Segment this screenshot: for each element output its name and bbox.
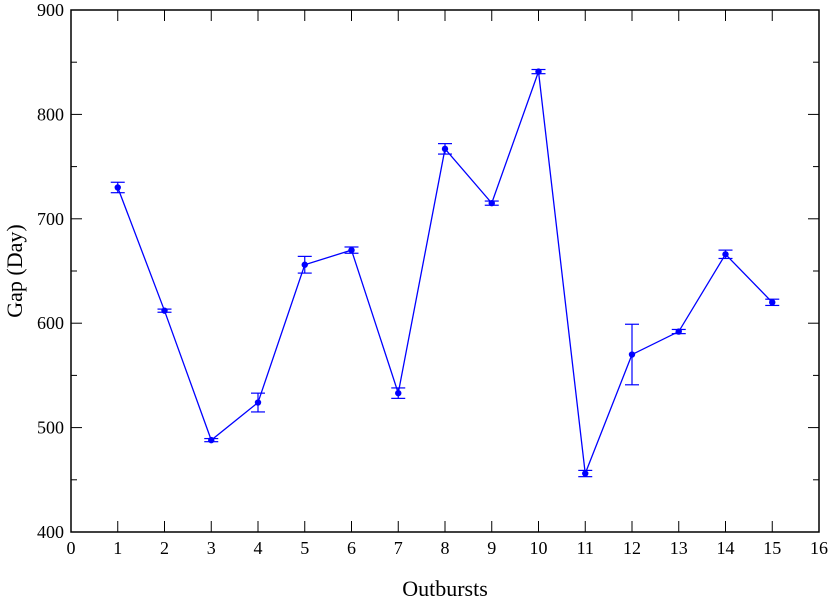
x-tick-label: 10 [530, 538, 548, 558]
y-tick-label: 500 [37, 418, 64, 438]
x-tick-label: 2 [160, 538, 169, 558]
x-tick-label: 13 [670, 538, 688, 558]
data-point [441, 145, 449, 153]
data-point [301, 261, 308, 268]
plot-data [110, 68, 780, 478]
x-tick-label: 3 [207, 538, 216, 558]
data-point [348, 246, 355, 254]
x-tick-label: 7 [394, 538, 403, 558]
data-point [208, 436, 215, 444]
data-point [535, 68, 542, 75]
data-point [488, 199, 495, 207]
series-line [117, 71, 773, 474]
x-tick-label: 4 [254, 538, 263, 558]
y-tick-label: 900 [37, 0, 64, 20]
x-tick-label: 9 [487, 538, 496, 558]
data-point [161, 307, 168, 314]
y-axis-title: Gap (Day) [2, 224, 27, 317]
x-tick-label: 6 [347, 538, 356, 558]
x-tick-label: 1 [113, 538, 122, 558]
x-tick-label: 14 [717, 538, 735, 558]
data-point [769, 299, 776, 306]
data-point [722, 251, 729, 258]
axis-ticks [70, 9, 820, 533]
data-point [628, 351, 636, 358]
x-axis-title: Outbursts [402, 576, 488, 601]
x-tick-label: 0 [67, 538, 76, 558]
x-tick-label: 8 [441, 538, 450, 558]
y-tick-label: 400 [37, 522, 64, 542]
data-point [395, 389, 402, 397]
y-tick-label: 600 [37, 313, 64, 333]
x-tick-label: 12 [623, 538, 641, 558]
x-tick-label: 15 [763, 538, 781, 558]
data-point [582, 470, 589, 477]
y-tick-label: 700 [37, 209, 64, 229]
data-point [254, 399, 262, 406]
data-point [114, 184, 121, 191]
data-point [675, 328, 682, 335]
x-tick-label: 5 [300, 538, 309, 558]
tick-labels: 0 1 2 3 4 5 6 7 8 9 10 11 12 13 14 15 164005006007008009… [37, 0, 828, 558]
y-tick-label: 800 [37, 104, 64, 124]
x-tick-label: 11 [577, 538, 594, 558]
plot-frame [70, 9, 820, 533]
x-tick-label: 16 [810, 538, 828, 558]
